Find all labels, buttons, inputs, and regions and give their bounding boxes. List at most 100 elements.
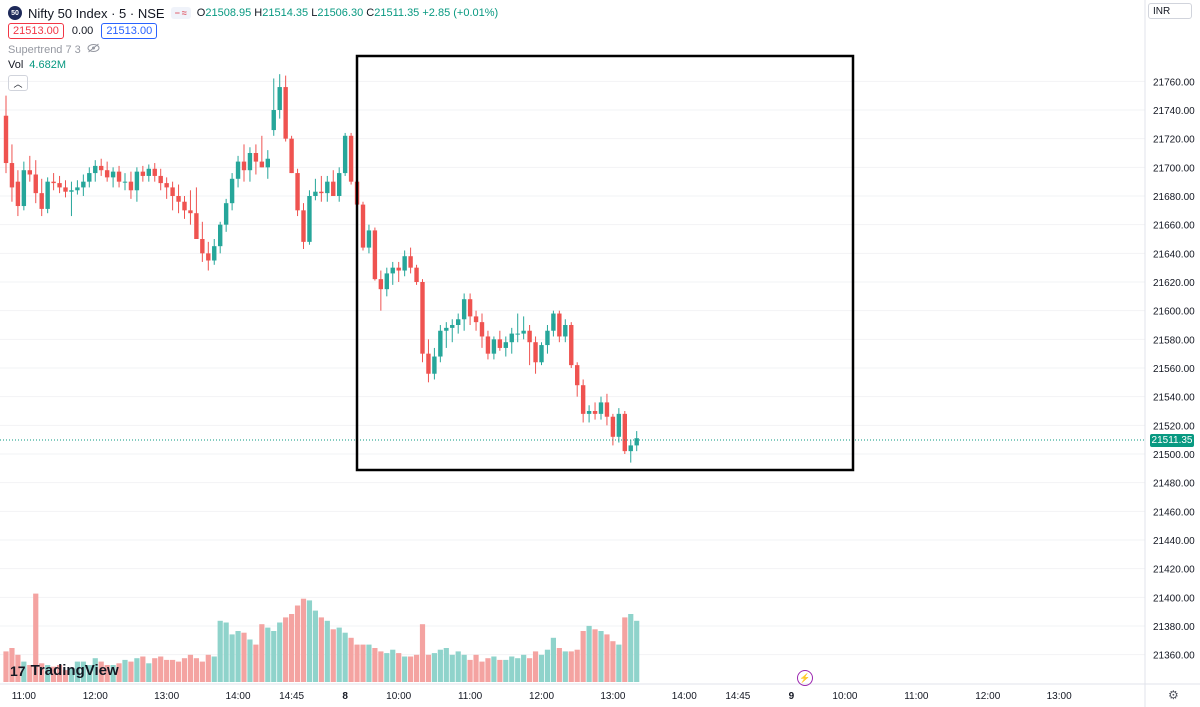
candle <box>521 316 526 340</box>
symbol-title[interactable]: Nifty 50 Index · 5 · NSE <box>28 5 165 21</box>
candle <box>634 431 639 452</box>
price-tick-label: 21580.00 <box>1153 335 1195 346</box>
volume-bar <box>205 654 211 682</box>
eye-hidden-icon[interactable] <box>87 43 100 56</box>
price-tick-label: 21460.00 <box>1153 507 1195 518</box>
volume-bar <box>277 622 283 682</box>
volume-bar <box>128 661 134 682</box>
volume-bar <box>586 625 592 682</box>
candle <box>241 144 247 182</box>
candle <box>616 408 622 443</box>
price-tick-label: 21520.00 <box>1153 421 1195 432</box>
price-tick-label: 21700.00 <box>1153 163 1195 174</box>
price-tick-label: 21620.00 <box>1153 278 1195 289</box>
gear-icon[interactable]: ⚙ <box>1168 688 1179 702</box>
candle <box>51 173 56 191</box>
candle <box>456 313 461 334</box>
volume-bar <box>485 658 491 682</box>
buy-button[interactable]: 21513.00 <box>101 23 158 39</box>
lightning-icon[interactable]: ⚡ <box>797 670 813 686</box>
candle <box>360 201 366 251</box>
candle <box>194 187 199 239</box>
volume-bar <box>527 658 533 682</box>
market-status-icon[interactable]: − ≈ <box>170 7 191 19</box>
volume-bar <box>33 593 39 682</box>
candle <box>384 267 389 297</box>
volume-bar <box>306 600 313 682</box>
candle <box>515 313 520 343</box>
volume-bar <box>9 648 15 682</box>
selection-rectangle[interactable] <box>355 54 855 472</box>
price-tick-label: 21660.00 <box>1153 221 1195 232</box>
chevron-up-icon[interactable]: ︿ <box>8 75 28 91</box>
volume-bar <box>187 654 194 682</box>
candle <box>342 132 348 176</box>
candle <box>122 173 128 191</box>
volume-bar <box>152 658 158 682</box>
candle <box>586 405 592 423</box>
candle <box>497 330 503 351</box>
volume-legend[interactable]: Vol 4.682M <box>8 59 66 71</box>
sell-button[interactable]: 21513.00 <box>8 23 64 39</box>
volume-bar <box>544 649 551 682</box>
current-price-label: 21511.35 <box>1150 434 1194 447</box>
candle <box>319 175 324 202</box>
volume-bar <box>265 627 271 682</box>
candle <box>99 158 104 176</box>
candle <box>57 175 62 194</box>
candle <box>438 325 443 363</box>
time-tick-label: 13:00 <box>1047 691 1072 702</box>
volume-bar <box>45 665 51 682</box>
volume-bar <box>622 617 628 682</box>
candle <box>527 325 532 366</box>
candle <box>592 402 598 420</box>
time-tick-label: 10:00 <box>386 691 411 702</box>
tradingview-logo[interactable]: 17 TradingView <box>10 662 119 679</box>
volume-bar <box>27 665 33 682</box>
candle <box>134 167 140 202</box>
volume-bar <box>473 654 479 682</box>
time-tick-label: 11:00 <box>458 691 483 702</box>
volume-bar <box>235 631 241 682</box>
volume-bar <box>592 629 598 682</box>
currency-selector[interactable]: INR <box>1148 3 1192 19</box>
volume-bar <box>390 649 396 682</box>
candle <box>289 135 294 174</box>
price-tick-label: 21380.00 <box>1153 622 1195 633</box>
price-axis[interactable]: 21360.00 21380.00 21400.00 21420.00 21440.00… <box>1144 0 1195 707</box>
volume-bar <box>509 656 515 682</box>
candle <box>420 279 425 363</box>
candle <box>307 190 312 245</box>
volume-bar <box>550 637 556 682</box>
time-tick-label: 11:00 <box>12 691 37 702</box>
volume-bar <box>425 654 432 682</box>
time-axis[interactable]: 11:00 12:00 13:00 14:00 14:45 8 10:00 11:00 12:0… <box>0 683 1200 702</box>
candle <box>485 330 491 360</box>
volume-bar <box>372 648 378 682</box>
volume-bar <box>15 654 21 682</box>
price-tick-label: 21600.00 <box>1153 307 1195 318</box>
candle <box>229 173 235 211</box>
price-tick-label: 21420.00 <box>1153 565 1195 576</box>
supertrend-legend[interactable]: Supertrend 7 3 <box>8 43 100 56</box>
price-tick-label: 21760.00 <box>1153 77 1195 88</box>
volume-bar <box>598 631 604 682</box>
price-tick-label: 21680.00 <box>1153 192 1195 203</box>
candle <box>491 336 497 360</box>
volume-bar <box>628 614 634 682</box>
time-tick-label: 13:00 <box>600 691 625 702</box>
volume-bar <box>402 656 408 682</box>
candle <box>87 167 92 188</box>
candle <box>598 396 604 420</box>
candle <box>432 347 437 380</box>
vol-value: 4.682M <box>29 59 66 71</box>
volume-bar <box>98 661 104 682</box>
volume-bar <box>497 659 503 682</box>
candle <box>69 181 74 217</box>
volume-bar <box>396 653 402 682</box>
volume-bar <box>467 659 473 682</box>
volume-bar <box>538 654 545 682</box>
tradingview-mark-icon: 17 <box>10 662 26 679</box>
volume-bar <box>568 651 574 682</box>
